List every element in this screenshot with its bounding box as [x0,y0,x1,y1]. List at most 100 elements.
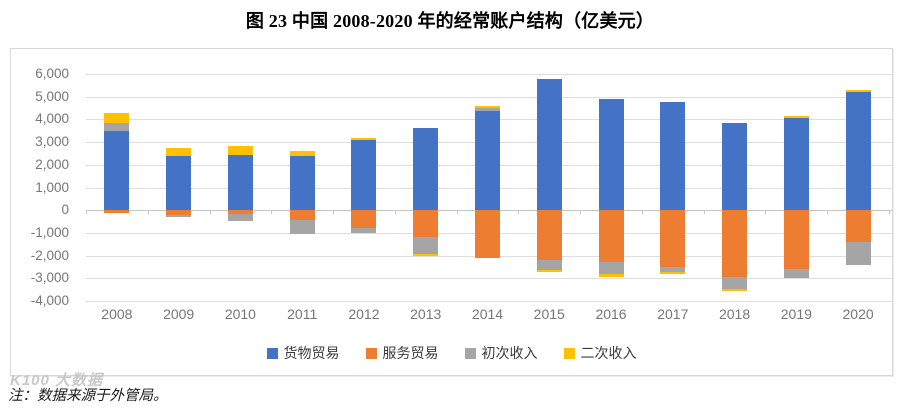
y-tick-label: -2,000 [30,247,69,263]
y-tick-label: 3,000 [35,134,69,150]
x-tick-label: 2008 [101,306,133,322]
legend-label: 初次收入 [481,345,538,361]
legend-item-二次收入: 二次收入 [563,343,637,363]
bar-2020-货物贸易 [845,92,871,211]
bar-2012-二次收入 [351,138,377,140]
bar-2010-初次收入 [227,214,253,222]
bar-2016-初次收入 [598,261,624,275]
bar-2018-货物贸易 [722,123,748,211]
y-tick-label: -1,000 [30,224,69,240]
bar-2012-服务贸易 [351,210,377,228]
axis-tick [703,210,705,215]
chart-legend: 货物贸易 服务贸易 初次收入 二次收入 [11,343,892,363]
axis-tick [456,210,458,215]
bar-2013-初次收入 [413,236,439,254]
x-tick-label: 2010 [224,306,256,322]
y-tick-label: 6,000 [35,66,69,81]
axis-tick [765,210,767,215]
bar-2015-二次收入 [536,270,562,273]
chart-title: 图 23 中国 2008-2020 年的经常账户结构（亿美元） [245,11,655,31]
bar-2015-初次收入 [536,260,562,271]
bar-2020-二次收入 [845,90,871,93]
bar-2008-二次收入 [104,113,130,124]
bar-2016-服务贸易 [598,210,624,262]
gridline [86,301,893,302]
bar-2014-初次收入 [475,107,500,111]
axis-tick [147,210,149,215]
legend-item-服务贸易: 服务贸易 [365,343,439,363]
bar-2009-二次收入 [166,148,192,157]
bar-2017-服务贸易 [660,210,686,267]
x-tick-label: 2020 [842,306,874,322]
x-tick-label: 2009 [163,306,195,322]
axis-tick [86,210,87,215]
bar-2009-货物贸易 [166,156,192,211]
axis-tick [271,210,273,215]
y-tick-label: 4,000 [35,111,69,127]
bar-2008-货物贸易 [104,130,130,211]
bar-2013-货物贸易 [413,128,439,211]
legend-swatch-icon [464,347,476,359]
bar-2010-货物贸易 [227,155,253,211]
bar-2011-服务贸易 [289,210,315,221]
bar-2009-服务贸易 [166,210,192,216]
bar-2015-服务贸易 [536,210,562,261]
bar-2019-初次收入 [783,268,809,278]
bar-2018-服务贸易 [722,210,748,277]
chart-area: 6,000 5,000 4,000 3,000 2,000 1,000 0 -1,000 -2,… [10,48,893,376]
bar-2018-二次收入 [722,289,748,291]
bar-2012-初次收入 [351,227,377,233]
axis-tick [827,210,829,215]
bar-2012-货物贸易 [351,139,377,211]
bar-2017-初次收入 [660,266,686,272]
y-tick-label: 2,000 [35,156,69,172]
y-tick-label: 5,000 [35,88,69,104]
bar-2019-二次收入 [783,115,809,119]
legend-swatch-icon [266,347,278,359]
axis-tick [641,210,643,215]
x-tick-label: 2014 [471,306,504,322]
bar-2020-初次收入 [845,241,871,266]
bar-2020-服务贸易 [845,210,871,242]
legend-swatch-icon [563,347,575,359]
legend-item-货物贸易: 货物贸易 [266,343,340,363]
bar-2017-二次收入 [660,271,686,274]
x-tick-label: 2016 [595,306,627,322]
bar-2019-货物贸易 [783,118,809,211]
x-tick-label: 2015 [533,306,565,322]
bar-2018-初次收入 [722,276,748,290]
x-tick-label: 2017 [657,306,689,322]
legend-swatch-icon [365,347,377,359]
watermark: K100 大数据 [10,372,104,389]
y-tick-label: 1,000 [35,179,69,195]
bar-2008-服务贸易 [104,210,130,213]
bar-2014-服务贸易 [475,210,500,258]
bar-2016-货物贸易 [598,99,624,211]
legend-label: 服务贸易 [382,345,439,361]
axis-tick [394,210,396,215]
legend-label: 二次收入 [580,345,637,361]
bar-2011-货物贸易 [289,156,315,211]
bar-2017-货物贸易 [660,101,686,211]
source-note: 注：数据来源于外管局。 [8,388,168,404]
bar-2014-二次收入 [475,106,500,108]
bar-2008-初次收入 [104,123,130,131]
bar-2013-二次收入 [413,253,439,257]
axis-tick [209,210,211,215]
axis-tick [580,210,582,215]
bar-2010-服务贸易 [227,210,253,215]
x-tick-label: 2013 [410,306,442,322]
axis-tick [333,210,335,215]
x-tick-label: 2012 [348,306,380,322]
legend-label: 货物贸易 [283,345,340,361]
axis-tick [889,210,890,215]
y-tick-label: 0 [61,202,69,218]
x-tick-label: 2018 [718,306,751,322]
bar-2016-二次收入 [598,274,624,277]
axis-tick [518,210,520,215]
bar-2010-二次收入 [227,145,253,156]
bar-2011-初次收入 [289,220,315,235]
x-tick-label: 2011 [287,306,318,322]
bar-2009-初次收入 [166,215,192,217]
gridline [86,96,893,98]
